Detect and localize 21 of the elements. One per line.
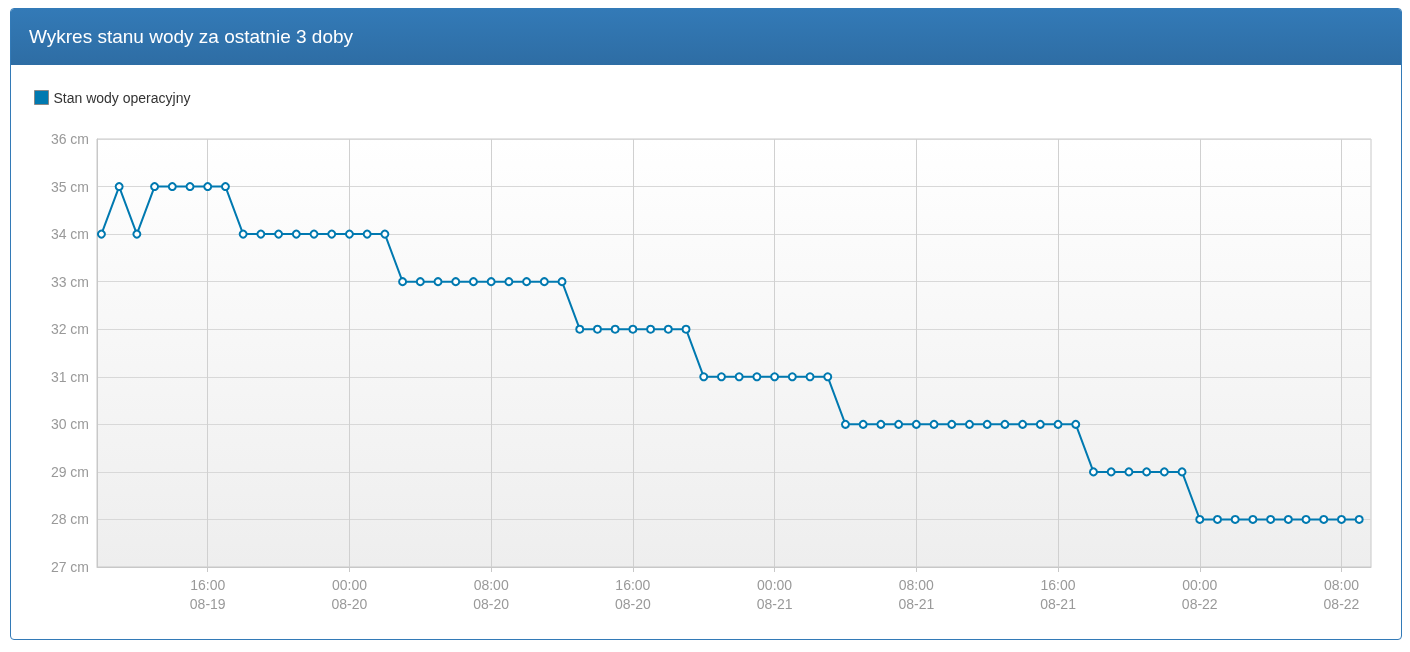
y-tick-label: 29 cm xyxy=(50,463,89,480)
y-tick-label: 32 cm xyxy=(50,321,89,338)
x-tick-label: 16:00 08-21 xyxy=(1040,576,1077,612)
x-tick-label: 08:00 08-22 xyxy=(1323,576,1360,612)
y-tick-label: 28 cm xyxy=(50,511,89,528)
x-tick-label: 16:00 08-19 xyxy=(189,576,226,612)
y-tick-label: 27 cm xyxy=(50,559,89,575)
y-tick-label: 31 cm xyxy=(50,368,89,385)
y-tick-label: 33 cm xyxy=(50,273,89,290)
x-tick-label: 00:00 08-22 xyxy=(1181,576,1218,612)
x-tick-label: 16:00 08-20 xyxy=(614,576,651,612)
chart-title: Wykres stanu wody za ostatnie 3 doby xyxy=(11,9,1401,65)
y-tick-label: 34 cm xyxy=(50,226,89,243)
legend-label: Stan wody operacyjny xyxy=(53,89,191,106)
y-tick-label: 30 cm xyxy=(50,416,89,433)
x-tick-label: 08:00 08-20 xyxy=(473,576,510,612)
x-tick-label: 00:00 08-20 xyxy=(331,576,368,612)
y-tick-label: 36 cm xyxy=(50,131,89,147)
y-tick-label: 35 cm xyxy=(50,178,89,195)
x-tick-label: 00:00 08-21 xyxy=(756,576,793,612)
x-tick-label: 08:00 08-21 xyxy=(898,576,935,612)
